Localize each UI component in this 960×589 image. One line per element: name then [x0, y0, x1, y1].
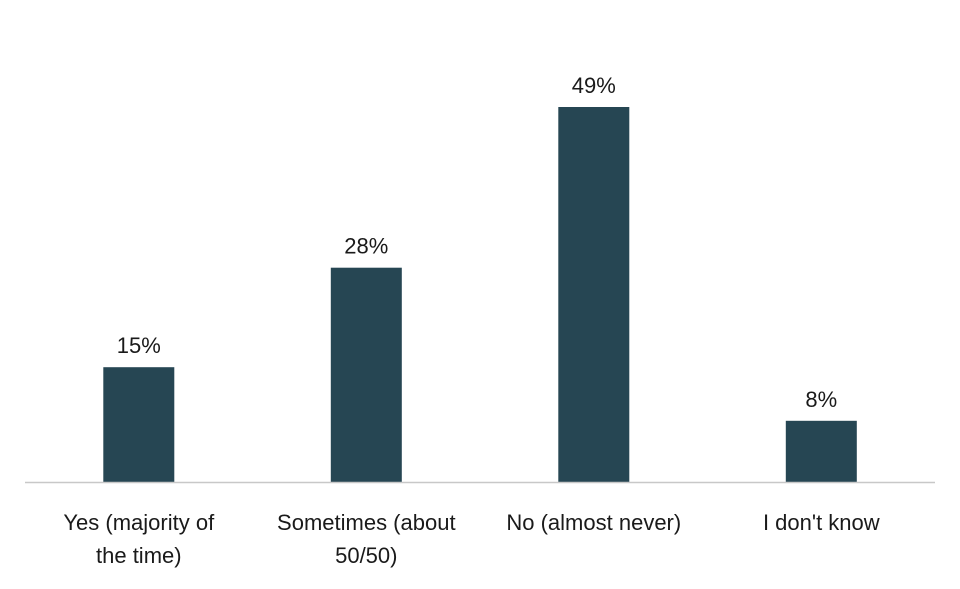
category-tick-label: I don't know: [763, 510, 880, 535]
category-tick-label: Sometimes (about 50/50): [277, 510, 456, 568]
category-tick-label-line: the time): [96, 543, 182, 568]
bar: [785, 420, 857, 482]
data-label: 49%: [572, 73, 616, 98]
category-tick-label-line: 50/50): [335, 543, 397, 568]
category-tick-label: No (almost never): [506, 510, 681, 535]
bar: [103, 367, 175, 482]
category-tick-label-line: No (almost never): [506, 510, 681, 535]
data-label: 15%: [117, 333, 161, 358]
data-label: 28%: [344, 234, 388, 259]
value-labels-group: 15% 28% 49% 8%: [117, 73, 837, 412]
bar: [558, 107, 630, 482]
bars-group: [103, 107, 857, 482]
category-tick-label-line: I don't know: [763, 510, 880, 535]
data-label: 8%: [805, 387, 837, 412]
category-tick-label-line: Sometimes (about: [277, 510, 456, 535]
category-tick-label-line: Yes (majority of: [63, 510, 215, 535]
bar: [330, 267, 402, 482]
category-labels-group: Yes (majority of the time) Sometimes (abou…: [63, 510, 879, 568]
category-tick-label: Yes (majority of the time): [63, 510, 215, 568]
